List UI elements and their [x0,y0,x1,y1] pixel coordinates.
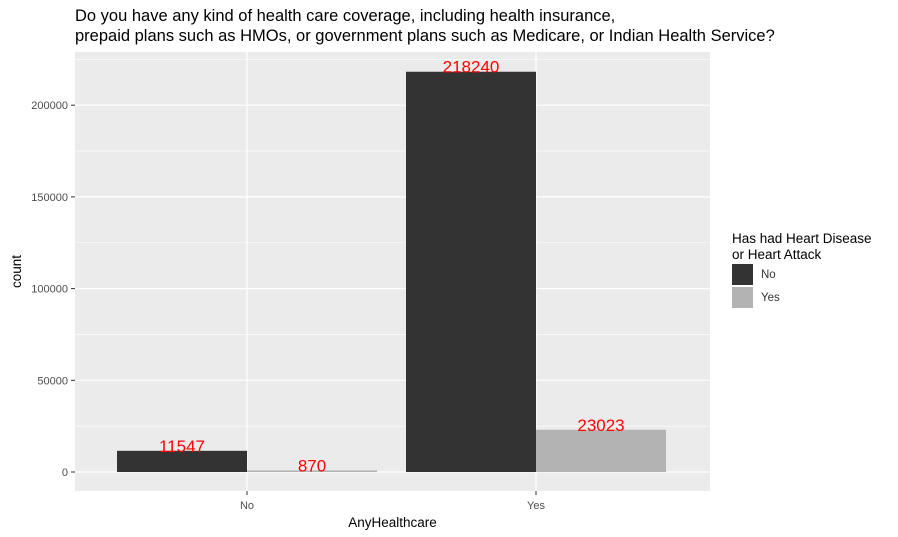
x-axis-label: AnyHealthcare [348,515,437,530]
chart-title-line-2: prepaid plans such as HMOs, or governmen… [75,27,775,45]
bar-yes-yes [536,429,666,472]
plot-panel [75,52,710,491]
chart-title: Do you have any kind of health care cove… [75,6,775,46]
y-axis-label: count [9,255,24,288]
y-tick-label: 0 [62,467,68,479]
data-label: 218240 [443,58,500,77]
data-label: 23023 [577,416,624,435]
legend-title-line-2: or Heart Attack [732,247,822,262]
x-tick-label: Yes [527,500,545,512]
legend-label-no: No [761,268,776,281]
data-label: 870 [298,456,326,475]
y-tick-label: 100000 [31,284,68,296]
x-tick-label: No [240,500,254,512]
bar-no-yes [406,71,536,472]
legend-swatch-no [732,264,753,285]
y-tick-label: 150000 [31,192,68,204]
legend-swatch-yes [732,287,753,308]
data-label: 11547 [159,437,205,456]
bar-no-no [117,450,247,472]
legend: Has had Heart Disease or Heart Attack No… [732,231,872,309]
bar-yes-no [247,470,377,472]
chart-title-line-1: Do you have any kind of health care cove… [75,7,616,25]
legend-title-line-1: Has had Heart Disease [732,231,872,246]
y-tick-label: 200000 [31,100,68,112]
legend-item-no: No [732,263,872,286]
legend-label-yes: Yes [761,291,780,304]
legend-title: Has had Heart Disease or Heart Attack [732,231,872,263]
y-tick-label: 50000 [37,375,68,387]
legend-item-yes: Yes [732,286,872,309]
